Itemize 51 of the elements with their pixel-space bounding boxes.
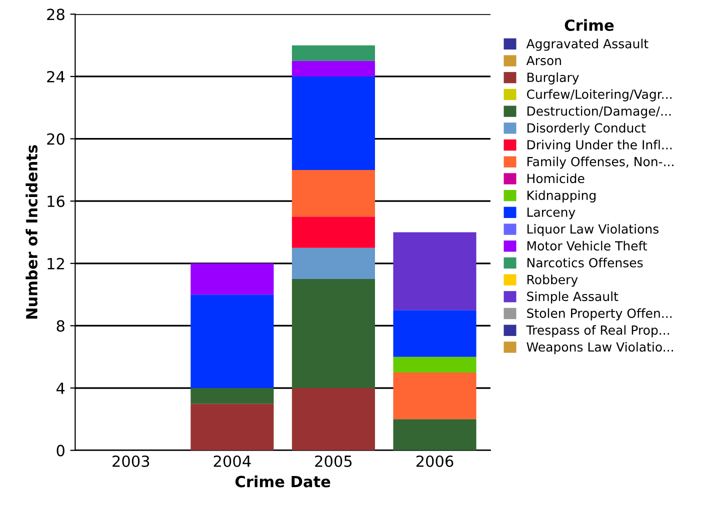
y-tick-label: 24	[47, 70, 65, 82]
y-axis-title: Number of Incidents	[26, 145, 38, 319]
bar	[190, 294, 274, 388]
x-tick-label: 2006	[416, 455, 454, 468]
legend-label: Kidnapping	[527, 190, 596, 202]
y-tick-label: 4	[56, 382, 65, 394]
bar	[393, 419, 476, 450]
legend-label: Larceny	[527, 208, 576, 220]
legend-label: Curfew/Loitering/Vagr...	[526, 89, 672, 102]
y-tick-label: 8	[56, 320, 64, 332]
bar	[393, 310, 476, 357]
bar	[292, 76, 375, 170]
legend-label: Arson	[526, 56, 561, 66]
legend-label: Liquor Law Violations	[527, 224, 659, 236]
legend-label: Simple Assault	[527, 291, 618, 304]
bar	[393, 372, 476, 420]
bar	[292, 278, 375, 388]
y-tick-label: 12	[48, 258, 64, 270]
y-tick-label: 20	[47, 133, 64, 145]
legend-label: Aggravated Assault	[526, 38, 648, 51]
y-tick-label: 16	[48, 196, 64, 208]
bar	[190, 388, 274, 404]
bar	[393, 356, 476, 372]
legend-label: Narcotics Offenses	[527, 258, 643, 268]
bar	[292, 388, 375, 450]
legend-label: Destruction/Damage/...	[527, 106, 671, 118]
legend-label: Disorderly Conduct	[527, 122, 646, 136]
legend-label: Trespass of Real Prop...	[526, 325, 669, 338]
bar	[292, 45, 375, 61]
legend-label: Burglary	[527, 72, 579, 85]
bar	[190, 404, 274, 450]
bar	[292, 170, 375, 217]
y-tick-label: 0	[56, 444, 64, 456]
legend-label: Weapons Law Violatio...	[526, 342, 673, 354]
x-axis-title: Crime Date	[235, 476, 330, 488]
legend-label: Motor Vehicle Theft	[527, 240, 648, 251]
x-tick-label: 2003	[112, 455, 150, 468]
legend-label: Homicide	[527, 174, 584, 184]
x-tick-label: 2004	[214, 455, 251, 468]
x-tick-label: 2005	[315, 455, 352, 468]
y-tick-label: 28	[47, 8, 64, 20]
bar	[190, 263, 274, 295]
legend-title: Crime	[564, 19, 614, 31]
bar	[292, 216, 375, 248]
legend-label: Family Offenses, Non-...	[527, 156, 674, 169]
legend-label: Driving Under the Infl...	[527, 140, 672, 152]
legend-label: Stolen Property Offen...	[527, 308, 672, 320]
bar	[393, 232, 476, 310]
legend-label: Robbery	[527, 274, 578, 287]
bar	[292, 248, 375, 279]
bar	[292, 60, 375, 76]
